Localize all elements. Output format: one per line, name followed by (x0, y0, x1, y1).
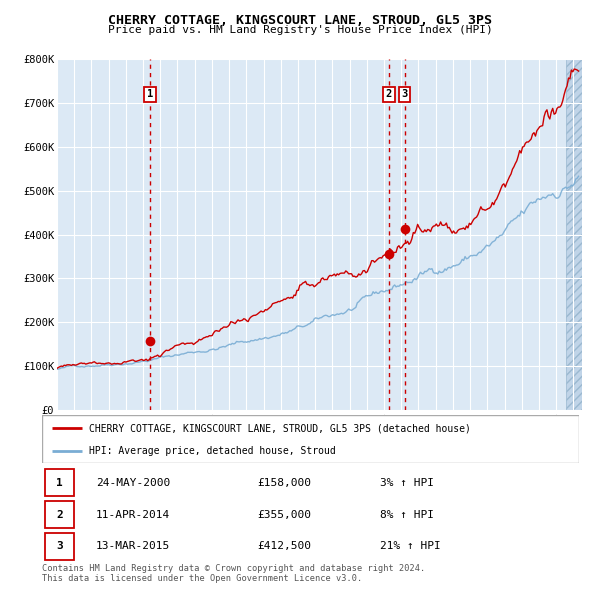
Text: Price paid vs. HM Land Registry's House Price Index (HPI): Price paid vs. HM Land Registry's House … (107, 25, 493, 35)
Text: 21% ↑ HPI: 21% ↑ HPI (380, 541, 441, 551)
Text: 8% ↑ HPI: 8% ↑ HPI (380, 510, 434, 520)
Text: 1: 1 (56, 478, 63, 488)
Text: £158,000: £158,000 (257, 478, 311, 488)
Text: 1: 1 (146, 89, 153, 99)
Text: 2: 2 (56, 510, 63, 520)
Text: 13-MAR-2015: 13-MAR-2015 (96, 541, 170, 551)
FancyBboxPatch shape (44, 533, 74, 560)
Text: CHERRY COTTAGE, KINGSCOURT LANE, STROUD, GL5 3PS (detached house): CHERRY COTTAGE, KINGSCOURT LANE, STROUD,… (89, 423, 471, 433)
Text: 3: 3 (56, 541, 63, 551)
Text: 24-MAY-2000: 24-MAY-2000 (96, 478, 170, 488)
Text: £412,500: £412,500 (257, 541, 311, 551)
Text: Contains HM Land Registry data © Crown copyright and database right 2024.
This d: Contains HM Land Registry data © Crown c… (42, 564, 425, 584)
Text: 11-APR-2014: 11-APR-2014 (96, 510, 170, 520)
Text: HPI: Average price, detached house, Stroud: HPI: Average price, detached house, Stro… (89, 446, 336, 456)
Text: 2: 2 (386, 89, 392, 99)
Bar (566, 59, 582, 410)
Text: 3% ↑ HPI: 3% ↑ HPI (380, 478, 434, 488)
FancyBboxPatch shape (44, 470, 74, 496)
FancyBboxPatch shape (42, 415, 579, 463)
Text: 3: 3 (401, 89, 408, 99)
Text: CHERRY COTTAGE, KINGSCOURT LANE, STROUD, GL5 3PS: CHERRY COTTAGE, KINGSCOURT LANE, STROUD,… (108, 14, 492, 27)
Text: £355,000: £355,000 (257, 510, 311, 520)
FancyBboxPatch shape (44, 501, 74, 528)
